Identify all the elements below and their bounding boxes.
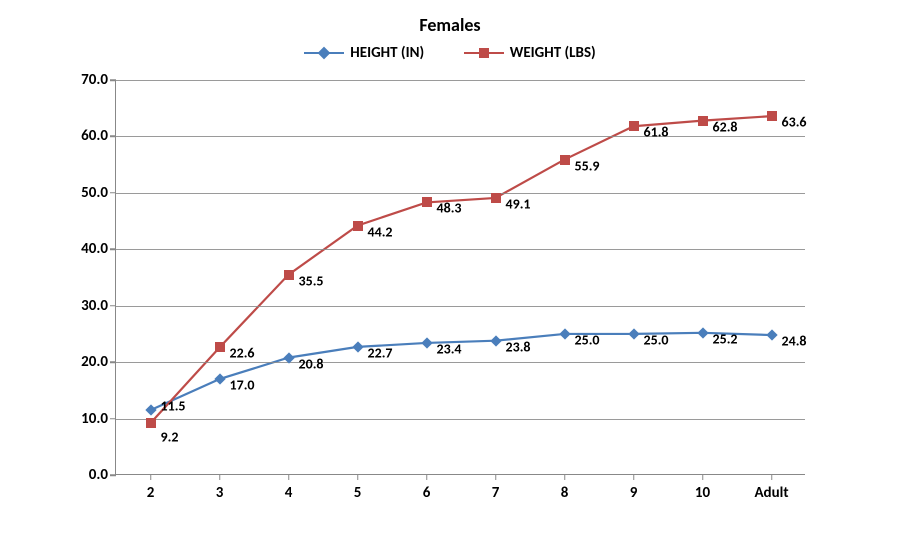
y-tick-label: 70.0 [81, 71, 116, 89]
legend-item-height: HEIGHT (IN) [304, 44, 424, 62]
legend-marker-weight [464, 46, 504, 60]
x-tick-label: 3 [216, 474, 224, 502]
diamond-icon [699, 329, 707, 337]
data-label: 25.0 [575, 331, 600, 348]
square-icon [767, 111, 777, 121]
data-label: 61.8 [644, 124, 669, 141]
square-icon [146, 418, 156, 428]
x-tick-label: 7 [492, 474, 500, 502]
diamond-icon [768, 331, 776, 339]
x-tick-label: 8 [561, 474, 569, 502]
gridline [116, 80, 805, 81]
legend-label-weight: WEIGHT (LBS) [510, 44, 596, 62]
square-icon [422, 197, 432, 207]
gridline [116, 362, 805, 363]
plot-area: 0.010.020.030.040.050.060.070.0234567891… [115, 80, 805, 475]
gridline [116, 419, 805, 420]
diamond-icon [285, 354, 293, 362]
data-label: 44.2 [368, 223, 393, 240]
square-icon [284, 270, 294, 280]
x-tick-label: 4 [285, 474, 293, 502]
gridline [116, 306, 805, 307]
gridline [116, 249, 805, 250]
legend-label-height: HEIGHT (IN) [350, 44, 424, 62]
x-tick-label: 10 [695, 474, 710, 502]
chart-container: Females HEIGHT (IN) WEIGHT (LBS) 0.010.0… [0, 0, 900, 543]
chart-title: Females [0, 14, 900, 36]
y-tick-label: 0.0 [89, 466, 116, 484]
data-label: 49.1 [506, 195, 531, 212]
y-tick-label: 60.0 [81, 127, 116, 145]
x-tick-label: 6 [423, 474, 431, 502]
gridline [116, 193, 805, 194]
square-icon [491, 193, 501, 203]
data-label: 25.2 [713, 330, 738, 347]
diamond-icon [630, 330, 638, 338]
square-icon [353, 221, 363, 231]
square-icon [215, 342, 225, 352]
data-label: 24.8 [782, 333, 807, 350]
data-label: 11.5 [161, 398, 186, 415]
data-label: 25.0 [644, 331, 669, 348]
square-icon [560, 155, 570, 165]
x-tick-label: 2 [147, 474, 155, 502]
data-label: 23.8 [506, 338, 531, 355]
diamond-icon [423, 339, 431, 347]
x-tick-label: 5 [354, 474, 362, 502]
data-label: 22.6 [230, 345, 255, 362]
data-label: 9.2 [161, 429, 179, 446]
legend: HEIGHT (IN) WEIGHT (LBS) [0, 44, 900, 65]
gridline [116, 136, 805, 137]
y-tick-label: 30.0 [81, 297, 116, 315]
data-label: 63.6 [782, 114, 807, 131]
legend-marker-height [304, 46, 344, 60]
diamond-icon [492, 337, 500, 345]
square-icon [479, 48, 489, 58]
y-tick-label: 10.0 [81, 410, 116, 428]
data-label: 22.7 [368, 344, 393, 361]
diamond-icon [147, 406, 155, 414]
diamond-icon [561, 330, 569, 338]
y-tick-label: 50.0 [81, 184, 116, 202]
legend-item-weight: WEIGHT (LBS) [464, 44, 596, 62]
data-label: 35.5 [299, 272, 324, 289]
y-tick-label: 20.0 [81, 353, 116, 371]
square-icon [629, 121, 639, 131]
data-label: 17.0 [230, 377, 255, 394]
diamond-icon [216, 375, 224, 383]
series-lines [116, 80, 806, 475]
data-label: 55.9 [575, 157, 600, 174]
x-tick-label: Adult [754, 474, 788, 502]
diamond-icon [318, 47, 331, 60]
data-label: 62.8 [713, 118, 738, 135]
data-label: 48.3 [437, 200, 462, 217]
x-tick-label: 9 [630, 474, 638, 502]
data-label: 23.4 [437, 340, 462, 357]
y-tick-label: 40.0 [81, 240, 116, 258]
square-icon [698, 116, 708, 126]
data-label: 20.8 [299, 355, 324, 372]
diamond-icon [354, 343, 362, 351]
